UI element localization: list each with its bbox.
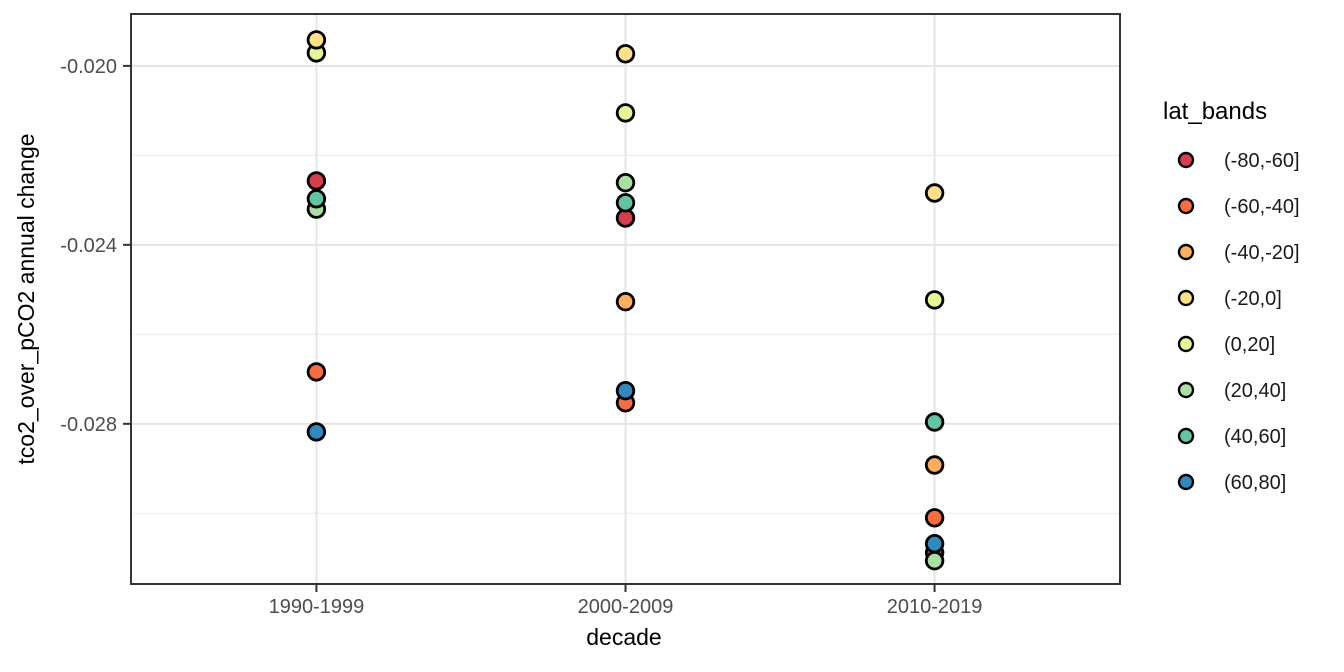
- y-tick-label: -0.024: [60, 235, 117, 257]
- legend-label: (60,80]: [1224, 472, 1286, 494]
- data-point: [306, 189, 327, 209]
- legend-item: (20,40]: [1177, 380, 1286, 402]
- data-point: [924, 290, 945, 310]
- legend-swatch: [1177, 381, 1195, 399]
- legend-swatch: [1177, 335, 1195, 353]
- legend-swatch: [1177, 427, 1195, 445]
- data-point: [615, 172, 636, 193]
- legend: (-80,-60] (-60,-40] (-40,-20] (-20,0] (0,20]…: [1177, 150, 1300, 494]
- data-point: [924, 534, 945, 554]
- data-points: [306, 30, 945, 571]
- data-point: [306, 171, 327, 191]
- legend-item: (0,20]: [1177, 334, 1275, 356]
- data-point: [924, 455, 945, 475]
- legend-swatch: [1177, 151, 1195, 169]
- legend-swatch: [1177, 473, 1195, 491]
- x-tick-label: 2000-2009: [578, 596, 674, 618]
- legend-item: (-80,-60]: [1177, 150, 1300, 172]
- legend-swatch: [1177, 289, 1195, 307]
- legend-item: (60,80]: [1177, 472, 1286, 494]
- legend-label: (-60,-40]: [1224, 196, 1300, 218]
- data-point: [924, 183, 945, 203]
- legend-label: (0,20]: [1224, 334, 1275, 356]
- legend-label: (-20,0]: [1224, 288, 1282, 310]
- legend-item: (40,60]: [1177, 426, 1286, 448]
- data-point: [924, 412, 945, 432]
- legend-title: lat_bands: [1163, 98, 1267, 125]
- data-point: [924, 551, 945, 571]
- data-point: [924, 508, 945, 528]
- legend-item: (-40,-20]: [1177, 242, 1300, 264]
- legend-label: (40,60]: [1224, 426, 1286, 448]
- data-point: [615, 44, 636, 64]
- data-point: [306, 362, 327, 382]
- y-tick-label: -0.020: [60, 56, 117, 78]
- data-point: [615, 103, 636, 123]
- legend-swatch: [1177, 197, 1195, 215]
- x-axis-title: decade: [586, 624, 661, 650]
- legend-label: (-40,-20]: [1224, 242, 1300, 264]
- legend-item: (-20,0]: [1177, 288, 1282, 310]
- legend-item: (-60,-40]: [1177, 196, 1300, 218]
- data-point: [615, 292, 636, 312]
- y-axis-title: tco2_over_pCO2 annual change: [13, 133, 39, 464]
- axis-tick-labels: -0.020 -0.024 -0.028 1990-1999 2000-2009 2010…: [60, 56, 982, 618]
- data-point: [615, 193, 636, 213]
- data-point: [306, 422, 327, 442]
- legend-swatch: [1177, 243, 1195, 261]
- legend-label: (-80,-60]: [1224, 150, 1300, 172]
- data-point: [615, 381, 636, 401]
- axis-ticks: [123, 64, 936, 592]
- x-tick-label: 1990-1999: [269, 596, 365, 618]
- y-tick-label: -0.028: [60, 414, 117, 436]
- data-point: [306, 30, 327, 50]
- legend-label: (20,40]: [1224, 380, 1286, 402]
- x-tick-label: 2010-2019: [887, 596, 983, 618]
